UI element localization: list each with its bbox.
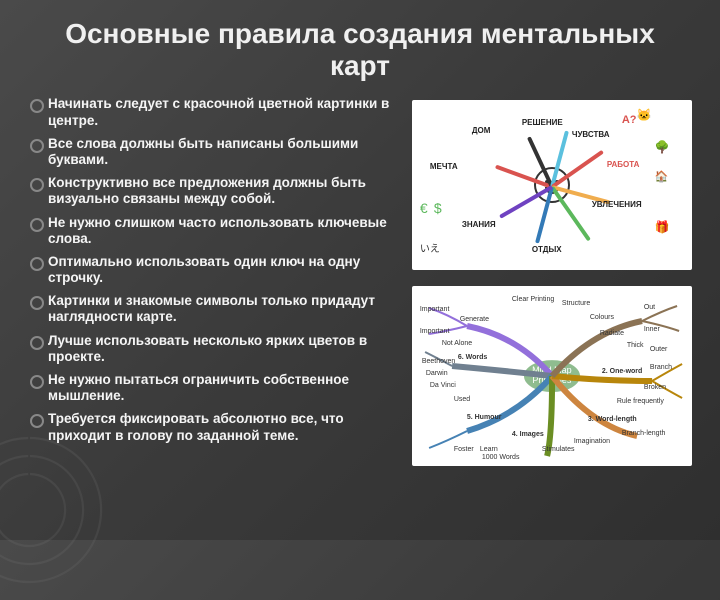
dollar-icon: $ <box>434 200 442 216</box>
sub-label: Foster <box>454 446 474 453</box>
sub-label: Clear Printing <box>512 296 554 303</box>
plane-icon: ✈ <box>562 248 572 262</box>
sub-label: Darwin <box>426 370 448 377</box>
sub-label: Colours <box>590 314 614 321</box>
house-icon: 🏠 <box>655 170 669 183</box>
mindmap-image-1: МЕЧТА ДОМ РЕШЕНИЕ ЧУВСТВА РАБОТА УВЛЕЧЕН… <box>412 100 692 270</box>
branch-label: 3. Word-length <box>588 416 637 423</box>
list-item: Не нужно слишком часто использовать ключ… <box>28 215 400 247</box>
bullet-column: Начинать следует с красочной цветной кар… <box>28 96 400 466</box>
branch-label: РЕШЕНИЕ <box>522 118 563 127</box>
branch-label: 5. Humour <box>467 414 502 421</box>
branch-label: 4. Images <box>512 431 544 438</box>
tree-icon: 🌳 <box>655 140 670 154</box>
sub-label: Branch <box>650 364 672 371</box>
list-item: Начинать следует с красочной цветной кар… <box>28 96 400 128</box>
branch-label: МЕЧТА <box>430 162 458 171</box>
sub-label: Important <box>420 306 450 313</box>
sub-label: Thick <box>627 342 644 349</box>
content-row: Начинать следует с красочной цветной кар… <box>0 96 720 466</box>
gift-icon: 🎁 <box>655 220 670 234</box>
branch-label: 6. Words <box>458 354 487 361</box>
list-item: Все слова должны быть написаны большими … <box>28 136 400 168</box>
images-column: МЕЧТА ДОМ РЕШЕНИЕ ЧУВСТВА РАБОТА УВЛЕЧЕН… <box>412 96 692 466</box>
sub-label: Learn <box>480 446 498 453</box>
bullet-list: Начинать следует с красочной цветной кар… <box>28 96 400 443</box>
sub-label: Stimulates <box>542 446 575 453</box>
sub-label: Generate <box>460 316 489 323</box>
list-item: Требуется фиксировать абсолютно все, что… <box>28 411 400 443</box>
sub-label: Used <box>454 396 470 403</box>
sub-label: Out <box>644 304 655 311</box>
sub-label: Broken <box>644 384 666 391</box>
question-icon: A? <box>622 114 637 126</box>
sub-label: 1000 Words <box>482 454 520 461</box>
list-item: Лучше использовать несколько ярких цвето… <box>28 333 400 365</box>
sub-label: Beethoven <box>422 358 455 365</box>
branch-label: УВЛЕЧЕНИЯ <box>592 200 642 209</box>
text-icon: いえ <box>420 240 440 255</box>
sub-label: Structure <box>562 300 590 307</box>
decorative-swirl <box>0 420 120 600</box>
mindmap-image-2: Mind Map Principles Clear Printing <box>412 286 692 466</box>
list-item: Картинки и знакомые символы только прида… <box>28 293 400 325</box>
sub-label: Not Alone <box>442 340 472 347</box>
page-title: Основные правила создания ментальных кар… <box>0 0 720 96</box>
sub-label: Radiate <box>600 330 624 337</box>
list-item: Конструктивно все предложения должны быт… <box>28 175 400 207</box>
list-item: Не нужно пытаться ограничить собственное… <box>28 372 400 404</box>
sub-label: Rule frequently <box>617 398 664 405</box>
branch-label: ЗНАНИЯ <box>462 220 496 229</box>
sub-label: Imagination <box>574 438 610 445</box>
sub-label: Da Vinci <box>430 382 456 389</box>
branch-label: ОТДЫХ <box>532 245 562 254</box>
sub-label: Outer <box>650 346 668 353</box>
branch-label: ЧУВСТВА <box>572 130 610 139</box>
sub-label: Inner <box>644 326 660 333</box>
mindmap2-branches <box>412 286 692 466</box>
list-item: Оптимально использовать один ключ на одн… <box>28 254 400 286</box>
euro-icon: € <box>420 200 428 216</box>
sub-label: Important <box>420 328 450 335</box>
branch-label: 2. One-word <box>602 368 642 375</box>
sub-label: Branch-length <box>622 430 666 437</box>
branch-label: ДОМ <box>472 126 491 135</box>
branch-label: РАБОТА <box>607 160 640 169</box>
cat-icon: 🐱 <box>637 108 652 122</box>
